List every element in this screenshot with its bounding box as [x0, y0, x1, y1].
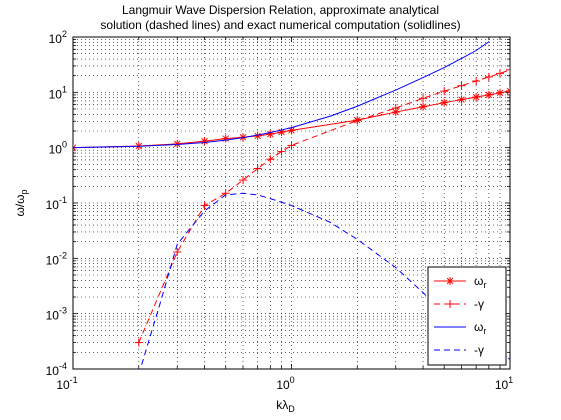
data-point-marker [419, 102, 428, 111]
x-tick-label: 10-1 [56, 375, 77, 392]
legend-entry: ωr [434, 274, 486, 290]
data-point-marker [200, 201, 209, 210]
series-3 [73, 41, 490, 149]
chart-title-line-2: solution (dashed lines) and exact numeri… [100, 18, 461, 32]
series-2 [134, 65, 510, 347]
series-line [138, 69, 510, 343]
data-point-marker [287, 141, 296, 150]
data-point-marker [457, 95, 466, 104]
legend-entry: ωr [434, 320, 486, 336]
data-point-marker [221, 189, 230, 198]
series-layer [73, 41, 510, 369]
y-tick-label: 10-1 [46, 195, 67, 212]
data-point-marker [173, 139, 182, 148]
data-point-marker [446, 277, 454, 285]
data-point-marker [457, 81, 466, 90]
legend-label: ωr [474, 274, 486, 290]
y-tick-label: 101 [49, 84, 67, 101]
legend: ωr -γ ωr -γ [427, 266, 507, 366]
legend-label: ωr [474, 320, 486, 336]
legend-label: -γ [474, 343, 484, 357]
data-point-marker [134, 338, 143, 347]
data-point-marker [496, 88, 505, 97]
x-tick-label: 101 [495, 375, 513, 392]
data-point-marker [173, 248, 182, 257]
data-point-marker [221, 134, 230, 143]
data-point-marker [200, 137, 209, 146]
chart-title-line-1: Langmuir Wave Dispersion Relation, appro… [121, 3, 440, 17]
series-line [139, 192, 510, 369]
y-tick-label: 102 [49, 29, 67, 46]
legend-label: -γ [474, 297, 484, 311]
data-point-marker [440, 87, 449, 96]
data-point-marker [472, 93, 481, 102]
y-tick-label: 100 [49, 140, 67, 157]
axis-ticks: 10-1 100 101 10-4 10-3 10-2 10-1 100 101 102 [46, 29, 514, 392]
data-point-marker [266, 130, 275, 139]
y-axis-label: ω/ωp [13, 189, 29, 216]
data-point-marker [277, 147, 286, 156]
series-line [73, 41, 490, 149]
y-tick-label: 10-3 [46, 306, 67, 323]
data-point-marker [496, 69, 505, 78]
data-point-marker [266, 155, 275, 164]
x-tick-label: 100 [276, 375, 294, 392]
data-point-marker [484, 72, 493, 81]
legend-box [427, 266, 507, 366]
data-point-marker [440, 98, 449, 107]
data-point-marker [506, 86, 510, 95]
data-point-marker [391, 104, 400, 113]
data-point-marker [446, 300, 454, 308]
data-point-marker [419, 94, 428, 103]
y-tick-label: 10-2 [46, 250, 67, 267]
y-tick-label: 10-4 [46, 361, 67, 378]
legend-entry: -γ [434, 343, 484, 357]
series-4 [139, 192, 510, 369]
data-point-marker [506, 65, 510, 74]
legend-entry: -γ [434, 297, 484, 311]
data-point-marker [484, 90, 493, 99]
x-axis-label: kλD [276, 398, 295, 414]
data-point-marker [239, 176, 248, 185]
data-point-marker [353, 116, 362, 125]
data-point-marker [472, 77, 481, 86]
data-point-marker [253, 164, 262, 173]
